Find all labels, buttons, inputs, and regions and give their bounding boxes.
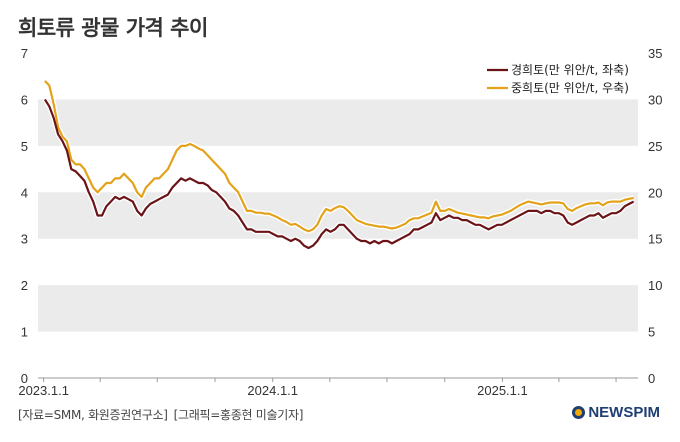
brand-logo: NEWSPIM bbox=[572, 404, 660, 421]
series-lines bbox=[42, 79, 635, 251]
x-axis: 2023.1.1 2024.1.1 2025.1.1 bbox=[18, 378, 617, 398]
source-credit: [자료=SMM, 화원증권연구소] bbox=[18, 408, 168, 422]
y-left-tick-label: 2 bbox=[21, 278, 28, 293]
y-left-tick-label: 0 bbox=[21, 371, 28, 386]
grid-band bbox=[38, 192, 638, 239]
y-left-tick-label: 7 bbox=[21, 46, 28, 61]
chart-canvas: 2023.1.1 2024.1.1 2025.1.1 0 1 2 3 4 5 6 7 0 5 10 15… bbox=[18, 46, 662, 398]
y-right-tick-label: 5 bbox=[648, 325, 655, 340]
y-right-tick-label: 25 bbox=[648, 139, 662, 154]
y-left-tick-label: 4 bbox=[21, 185, 28, 200]
chart-title: 희토류 광물 가격 추이 bbox=[18, 16, 208, 40]
y-right-tick-label: 30 bbox=[648, 92, 662, 107]
x-tick-label: 2025.1.1 bbox=[477, 383, 528, 398]
brand-name: NEWSPIM bbox=[588, 404, 660, 421]
y-right-tick-label: 35 bbox=[648, 46, 662, 61]
series-line-light-rare-earth bbox=[43, 98, 635, 250]
y-left-tick-label: 6 bbox=[21, 92, 28, 107]
y-left-tick-label: 1 bbox=[21, 325, 28, 340]
grid-band bbox=[38, 285, 638, 332]
y-right-tick-label: 0 bbox=[648, 371, 655, 386]
legend: 경희토(만 위안/t, 좌축) 중희토(만 위안/t, 우축) bbox=[487, 63, 629, 95]
y-right-tick-label: 10 bbox=[648, 278, 662, 293]
y-left-tick-label: 5 bbox=[21, 139, 28, 154]
x-tick-label: 2023.1.1 bbox=[18, 383, 69, 398]
newspim-logo-icon bbox=[572, 406, 586, 419]
y-axis-right: 0 5 10 15 20 25 30 35 bbox=[648, 46, 662, 386]
x-tick-label: 2024.1.1 bbox=[247, 383, 298, 398]
series-line-heavy-rare-earth bbox=[44, 80, 634, 233]
legend-label: 경희토(만 위안/t, 좌축) bbox=[511, 63, 629, 77]
chart-footer: [자료=SMM, 화원증권연구소] [그래픽=홍종현 미술기자] bbox=[18, 406, 309, 423]
legend-label: 중희토(만 위안/t, 우축) bbox=[511, 81, 629, 95]
y-right-tick-label: 15 bbox=[648, 232, 662, 247]
y-axis-left: 0 1 2 3 4 5 6 7 bbox=[21, 46, 28, 386]
graphic-credit: [그래픽=홍종현 미술기자] bbox=[173, 408, 304, 422]
grid-band bbox=[38, 99, 638, 146]
y-right-tick-label: 20 bbox=[648, 185, 662, 200]
grid-bands bbox=[38, 99, 638, 379]
y-left-tick-label: 3 bbox=[21, 232, 28, 247]
